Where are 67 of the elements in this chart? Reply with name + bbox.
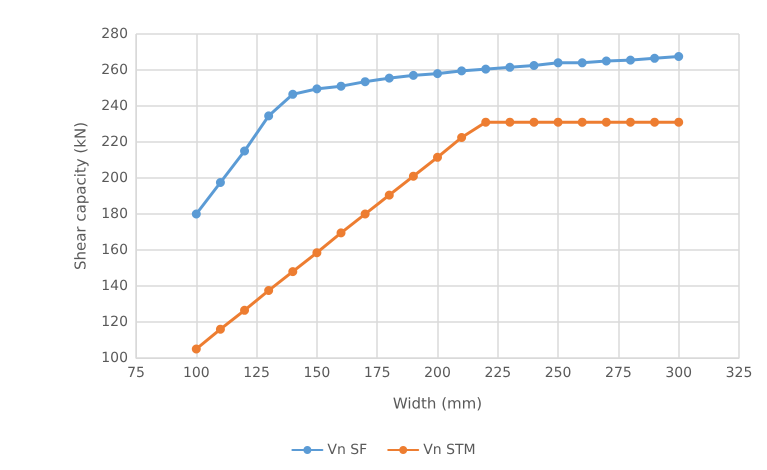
point <box>457 133 466 142</box>
y-tick-label: 140 <box>101 278 128 294</box>
point <box>216 324 225 334</box>
x-tick-label: 150 <box>304 365 330 381</box>
x-tick-label: 175 <box>364 365 391 381</box>
point <box>650 54 660 63</box>
point <box>360 210 370 218</box>
point <box>650 118 660 127</box>
point <box>216 178 225 187</box>
point <box>336 228 346 238</box>
point <box>384 190 394 200</box>
point <box>674 118 684 127</box>
legend-label: Vn STM <box>423 442 476 458</box>
point <box>433 152 442 162</box>
x-tick-label: 125 <box>243 365 270 381</box>
point <box>554 118 563 127</box>
y-tick-label: 160 <box>101 242 128 258</box>
y-tick-label: 120 <box>101 314 128 330</box>
point <box>529 61 538 70</box>
legend-label: Vn SF <box>327 442 368 458</box>
x-tick-label: 100 <box>182 365 210 381</box>
x-tick-label: 250 <box>544 365 572 381</box>
point <box>384 74 394 83</box>
point <box>529 118 538 127</box>
point <box>626 118 635 127</box>
point <box>602 56 611 66</box>
point <box>674 52 684 61</box>
y-axis-title: Shear capacity (kN) <box>72 122 90 270</box>
point <box>192 210 201 218</box>
y-tick-label: 240 <box>101 98 128 114</box>
x-axis-title: Width (mm) <box>392 394 482 412</box>
point <box>626 56 635 65</box>
y-tick-label: 220 <box>101 134 128 150</box>
point <box>408 172 418 181</box>
point <box>288 267 298 276</box>
x-tick-label: 325 <box>726 365 752 381</box>
point <box>312 84 322 94</box>
x-tick-label: 275 <box>605 365 632 381</box>
point <box>554 58 563 68</box>
point <box>192 344 201 354</box>
point <box>312 248 322 258</box>
point <box>240 146 250 156</box>
point <box>457 66 466 76</box>
point <box>578 118 587 127</box>
y-tick-label: 180 <box>101 206 128 222</box>
point <box>264 286 274 295</box>
x-tick-label: 75 <box>127 365 145 381</box>
point <box>288 90 298 99</box>
point <box>240 306 250 315</box>
point <box>481 118 490 127</box>
point <box>264 111 274 120</box>
point <box>505 118 514 127</box>
point <box>481 64 490 74</box>
point <box>578 58 587 68</box>
point <box>505 62 514 72</box>
x-tick-label: 225 <box>484 365 512 381</box>
point <box>336 82 346 91</box>
y-tick-label: 200 <box>101 170 128 186</box>
point <box>360 77 370 86</box>
point <box>408 70 418 80</box>
point <box>602 118 611 127</box>
x-tick-label: 200 <box>424 365 451 381</box>
point <box>433 69 442 78</box>
y-tick-label: 280 <box>101 26 128 42</box>
x-tick-label: 300 <box>665 365 692 381</box>
y-tick-label: 260 <box>101 62 128 78</box>
y-tick-label: 100 <box>101 350 128 366</box>
